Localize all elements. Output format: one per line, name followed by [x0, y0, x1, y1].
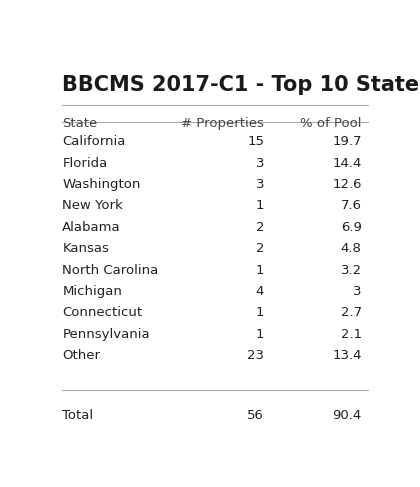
Text: 56: 56 — [247, 409, 264, 422]
Text: 3: 3 — [256, 157, 264, 169]
Text: 1: 1 — [256, 263, 264, 277]
Text: 3.2: 3.2 — [341, 263, 362, 277]
Text: 15: 15 — [247, 135, 264, 149]
Text: 2: 2 — [256, 242, 264, 255]
Text: 12.6: 12.6 — [332, 178, 362, 191]
Text: 1: 1 — [256, 200, 264, 212]
Text: 7.6: 7.6 — [341, 200, 362, 212]
Text: Alabama: Alabama — [62, 221, 121, 234]
Text: 1: 1 — [256, 328, 264, 341]
Text: 19.7: 19.7 — [332, 135, 362, 149]
Text: Other: Other — [62, 349, 100, 362]
Text: 2.7: 2.7 — [341, 306, 362, 319]
Text: New York: New York — [62, 200, 123, 212]
Text: 2: 2 — [256, 221, 264, 234]
Text: 4.8: 4.8 — [341, 242, 362, 255]
Text: % of Pool: % of Pool — [300, 116, 362, 130]
Text: BBCMS 2017-C1 - Top 10 States: BBCMS 2017-C1 - Top 10 States — [62, 75, 420, 95]
Text: Kansas: Kansas — [62, 242, 109, 255]
Text: Washington: Washington — [62, 178, 141, 191]
Text: California: California — [62, 135, 126, 149]
Text: # Properties: # Properties — [181, 116, 264, 130]
Text: 23: 23 — [247, 349, 264, 362]
Text: 6.9: 6.9 — [341, 221, 362, 234]
Text: Florida: Florida — [62, 157, 108, 169]
Text: Pennsylvania: Pennsylvania — [62, 328, 150, 341]
Text: 13.4: 13.4 — [332, 349, 362, 362]
Text: Total: Total — [62, 409, 93, 422]
Text: State: State — [62, 116, 97, 130]
Text: 2.1: 2.1 — [341, 328, 362, 341]
Text: 4: 4 — [256, 285, 264, 298]
Text: 3: 3 — [256, 178, 264, 191]
Text: Connecticut: Connecticut — [62, 306, 142, 319]
Text: 90.4: 90.4 — [333, 409, 362, 422]
Text: Michigan: Michigan — [62, 285, 122, 298]
Text: 14.4: 14.4 — [332, 157, 362, 169]
Text: 1: 1 — [256, 306, 264, 319]
Text: North Carolina: North Carolina — [62, 263, 158, 277]
Text: 3: 3 — [353, 285, 362, 298]
